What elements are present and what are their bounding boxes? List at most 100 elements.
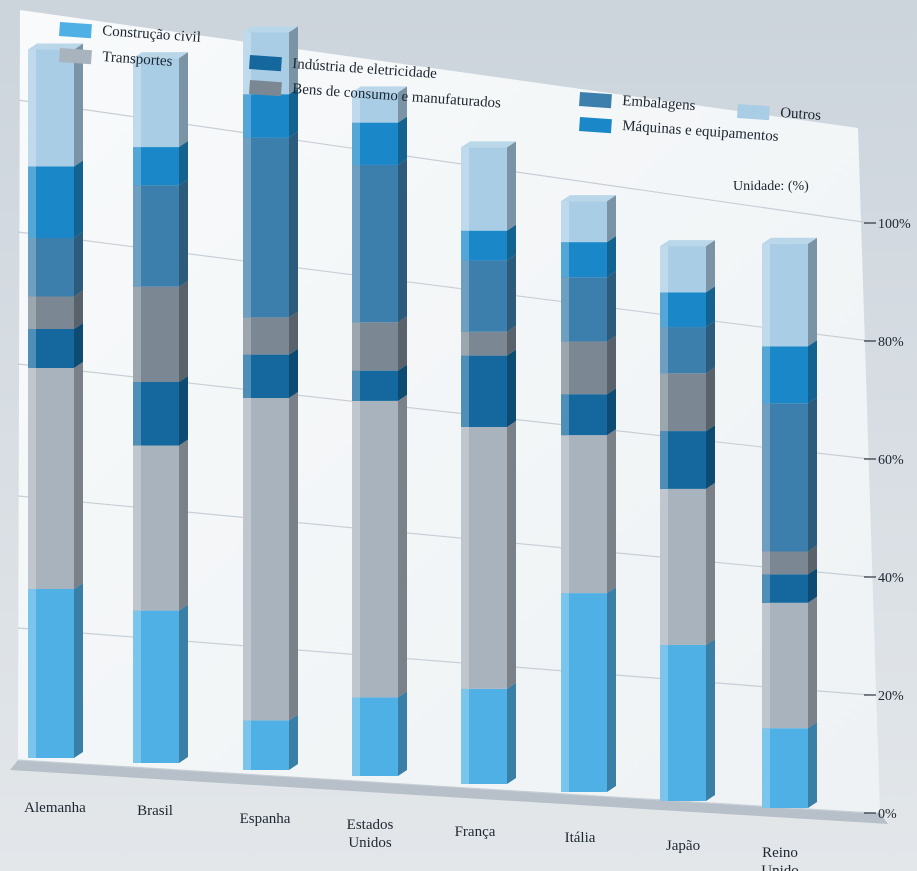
bar-highlight [352,122,360,165]
bar-side [706,321,715,374]
bar-side [607,388,616,436]
bar-side [808,545,817,575]
bar-segment [461,224,516,261]
bar-highlight [28,238,36,297]
bar-highlight [762,602,770,729]
bar-highlight [561,242,569,278]
bar-segment [133,52,188,148]
bar-highlight [243,720,251,770]
bar-highlight [461,355,469,427]
bar-highlight [762,243,770,347]
legend-item: Embalagens [579,92,696,114]
bar-segment [762,545,817,575]
bar-side [607,195,616,243]
bar-side [289,26,298,95]
bar-side [706,240,715,293]
bar-highlight [133,58,141,148]
bar-highlight [352,697,360,776]
bar-segment [762,722,817,808]
bar-side [74,160,83,238]
bar-segment [461,254,516,332]
bar-segment [243,392,298,721]
legend-item: Outros [737,103,822,124]
bar-highlight [352,370,360,401]
category-label: Alemanha [24,800,86,816]
bar-segment [461,682,516,784]
bar-segment [28,290,83,329]
bar-top [461,141,516,148]
bar-highlight [133,286,141,382]
bar-highlight [461,427,469,689]
bar-highlight [28,329,36,368]
bar-side [507,325,516,356]
bar-side [507,349,516,427]
bar-side [179,280,188,382]
bar-highlight [133,382,141,446]
bar-top [660,240,715,247]
bar-segment [561,236,616,278]
bar-segment [352,691,407,776]
bar-segment [561,429,616,594]
bar-highlight [561,341,569,395]
bar-highlight [352,164,360,323]
bar-side [398,158,407,323]
bar-side [706,482,715,645]
bar-segment [133,179,188,287]
legend-item: Construção civil [59,22,201,46]
bar-side [74,362,83,589]
bar-side [808,568,817,603]
bar-segment [133,280,188,382]
bar-highlight [762,574,770,603]
bar-highlight [133,185,141,287]
bar-highlight [461,230,469,261]
bar-side [398,316,407,371]
bar-highlight [243,94,251,138]
x-axis-categories: Alemanha Brasil Espanha Estados Unidos França… [24,800,799,871]
bar-highlight [133,610,141,763]
bar-segment [660,240,715,293]
legend-swatch [579,117,612,134]
bar-side [398,691,407,776]
bars [28,26,817,808]
bar-segment [28,323,83,368]
bar-segment [243,311,298,355]
bar-segment [660,638,715,801]
bar-side [607,271,616,342]
bar-side [507,421,516,689]
bar-highlight [243,317,251,355]
bar-segment [243,88,298,138]
bar-side [289,131,298,318]
bar-side [179,439,188,611]
bar-highlight [561,277,569,342]
category-label: Reino Unido [761,845,799,871]
bar-segment [461,349,516,427]
bar-side [74,232,83,297]
bar-segment [352,86,407,123]
bar-stack [561,195,616,792]
bar-top [762,237,817,244]
bar-stack [243,26,298,770]
bar-side [74,323,83,368]
y-tick-label: 40% [878,571,904,586]
bar-highlight [461,331,469,356]
bar-side [706,638,715,801]
bar-highlight [243,32,251,95]
bar-segment [762,237,817,347]
bar-highlight [133,147,141,186]
y-tick-label: 20% [878,689,904,704]
bar-side [607,335,616,395]
bar-segment [28,583,83,758]
legend-item: Transportes [59,48,173,70]
bar-highlight [243,398,251,721]
bar-segment [762,596,817,729]
bar-highlight [660,292,668,328]
bar-segment [28,362,83,589]
bar-segment [461,421,516,689]
bar-segment [28,232,83,297]
bar-top [28,43,83,50]
legend-label: Outros [780,105,822,124]
bar-segment [762,397,817,552]
bar-segment [762,568,817,603]
bar-segment [243,348,298,398]
